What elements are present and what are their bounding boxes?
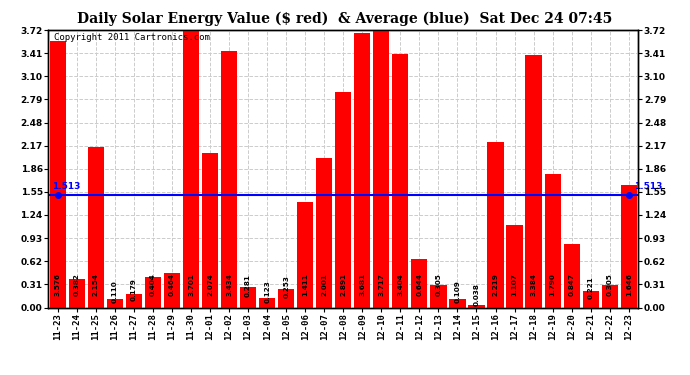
Bar xyxy=(582,291,599,308)
Text: 0.110: 0.110 xyxy=(112,280,118,303)
Text: 0.179: 0.179 xyxy=(131,278,137,301)
Text: 3.701: 3.701 xyxy=(188,273,194,296)
Bar xyxy=(373,30,389,308)
Bar xyxy=(411,260,428,308)
Text: 0.281: 0.281 xyxy=(245,274,251,297)
Bar xyxy=(107,299,123,307)
Bar xyxy=(449,299,466,307)
Bar xyxy=(564,244,580,308)
Bar xyxy=(335,92,351,308)
Text: 1.513: 1.513 xyxy=(634,182,663,191)
Bar xyxy=(69,279,85,308)
Bar xyxy=(469,304,484,307)
Text: 0.253: 0.253 xyxy=(283,275,289,298)
Text: 2.154: 2.154 xyxy=(93,273,99,296)
Bar xyxy=(278,289,294,308)
Bar xyxy=(620,185,637,308)
Bar xyxy=(183,32,199,308)
Bar xyxy=(487,142,504,308)
Text: 0.847: 0.847 xyxy=(569,273,575,296)
Bar xyxy=(202,153,218,308)
Text: 1.513: 1.513 xyxy=(52,182,81,191)
Text: 0.644: 0.644 xyxy=(416,273,422,296)
Bar xyxy=(145,278,161,308)
Text: 0.464: 0.464 xyxy=(169,273,175,296)
Bar xyxy=(354,33,371,308)
Text: 0.382: 0.382 xyxy=(74,273,80,296)
Text: 3.434: 3.434 xyxy=(226,273,232,296)
Bar xyxy=(506,225,522,308)
Text: 0.123: 0.123 xyxy=(264,280,270,303)
Bar xyxy=(88,147,104,308)
Text: 3.681: 3.681 xyxy=(359,273,365,296)
Bar xyxy=(221,51,237,308)
Bar xyxy=(526,55,542,308)
Text: 0.305: 0.305 xyxy=(607,273,613,296)
Bar xyxy=(393,54,408,307)
Text: 0.038: 0.038 xyxy=(473,283,480,306)
Bar xyxy=(240,286,256,308)
Text: 1.107: 1.107 xyxy=(511,273,518,296)
Bar xyxy=(259,298,275,307)
Text: 3.576: 3.576 xyxy=(55,273,61,296)
Text: 2.891: 2.891 xyxy=(340,273,346,296)
Text: 2.219: 2.219 xyxy=(493,273,498,296)
Text: 0.305: 0.305 xyxy=(435,273,442,296)
Bar xyxy=(50,41,66,308)
Text: Daily Solar Energy Value ($ red)  & Average (blue)  Sat Dec 24 07:45: Daily Solar Energy Value ($ red) & Avera… xyxy=(77,11,613,26)
Text: Copyright 2011 Cartronics.com: Copyright 2011 Cartronics.com xyxy=(55,33,210,42)
Text: 1.646: 1.646 xyxy=(626,273,632,296)
Text: 2.001: 2.001 xyxy=(322,273,327,296)
Bar xyxy=(126,294,142,307)
Text: 0.404: 0.404 xyxy=(150,273,156,296)
Bar xyxy=(316,158,333,308)
Text: 3.384: 3.384 xyxy=(531,273,537,296)
Bar xyxy=(431,285,446,308)
Bar xyxy=(602,285,618,308)
Bar xyxy=(297,202,313,308)
Text: 3.404: 3.404 xyxy=(397,273,404,296)
Text: 1.790: 1.790 xyxy=(550,273,555,296)
Text: 1.411: 1.411 xyxy=(302,273,308,296)
Bar xyxy=(544,174,561,308)
Text: 0.109: 0.109 xyxy=(455,280,460,303)
Bar xyxy=(164,273,180,308)
Text: 3.717: 3.717 xyxy=(378,273,384,296)
Text: 2.074: 2.074 xyxy=(207,273,213,296)
Text: 0.221: 0.221 xyxy=(588,276,593,299)
